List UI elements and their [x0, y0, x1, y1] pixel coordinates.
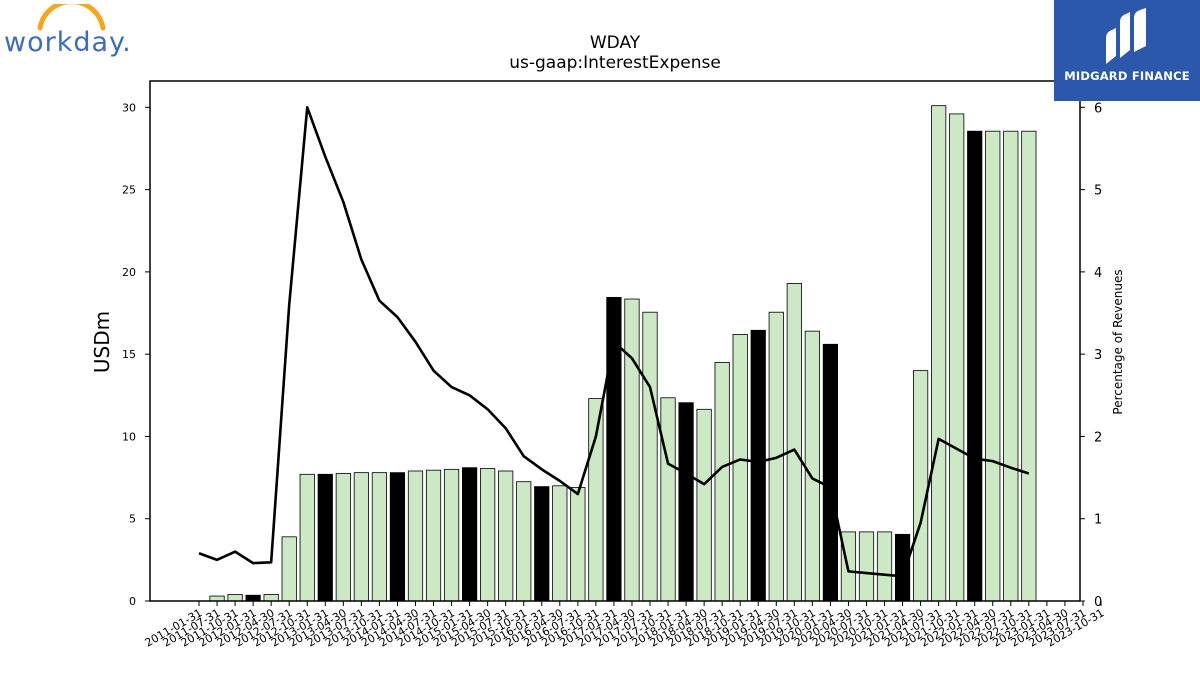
bar-2014-01-31 [389, 472, 406, 602]
y2-tick-label: 3 [1094, 348, 1102, 363]
y-tick-label: 25 [122, 184, 136, 197]
bar-2015-10-31 [516, 481, 532, 602]
y-tick-label: 0 [129, 595, 136, 608]
bar-2019-01-31 [750, 329, 766, 602]
midgard-finance-logo: MIDGARD FINANCE [1054, 0, 1200, 101]
bar-2018-10-31 [732, 334, 748, 602]
y-tick-label: 10 [122, 430, 136, 443]
y-tick-label: 20 [122, 266, 136, 279]
bar-2021-07-31 [931, 105, 947, 602]
y2-tick-label: 4 [1094, 266, 1102, 281]
secondary-y-axis-label: Percentage of Revenues [1111, 269, 1125, 414]
bar-2015-04-30 [480, 468, 496, 602]
x-axis-ticks: 2011-01-312011-07-312011-10-312012-01-31… [143, 601, 1107, 650]
chart-subtitle: us-gaap:InterestExpense [509, 53, 721, 73]
y-axis-ticks: 0 5 10 15 20 25 30 [122, 101, 150, 608]
bar-2019-07-31 [786, 283, 802, 602]
line-series [198, 106, 1030, 578]
bar-2016-10-31 [588, 398, 604, 602]
bar-2014-07-31 [425, 469, 442, 602]
bar-2022-04-30 [985, 130, 1001, 602]
y2-tick-label: 5 [1094, 184, 1102, 199]
bar-2018-01-31 [678, 402, 694, 602]
bar-2015-01-31 [461, 467, 478, 602]
bar-2012-10-31 [299, 473, 315, 602]
bar-2016-04-30 [552, 485, 568, 602]
bar-2022-07-31 [1003, 130, 1019, 602]
bar-2012-07-31 [281, 536, 297, 602]
axes [149, 80, 1081, 602]
percentage-of-revenues-line [198, 106, 1030, 578]
bar-2021-01-31 [894, 533, 911, 602]
bar-2018-07-31 [714, 361, 730, 602]
bar-2013-07-31 [353, 472, 369, 602]
y-tick-label: 30 [122, 101, 136, 114]
bar-2022-10-31 [1021, 130, 1037, 602]
bar-2013-01-31 [317, 473, 333, 602]
bar-2016-01-31 [534, 486, 550, 602]
bar-2021-10-31 [949, 113, 965, 602]
bar-2019-10-31 [804, 330, 820, 602]
bar-2016-07-31 [570, 487, 586, 602]
y-tick-label: 15 [122, 348, 136, 361]
y-axis-label: USDm [90, 311, 114, 373]
bar-2017-10-31 [660, 397, 676, 602]
y2-tick-label: 2 [1094, 430, 1102, 445]
bar-2011-10-31 [227, 594, 243, 602]
workday-logo-text: workday. [4, 27, 132, 58]
bar-2012-01-31 [245, 594, 261, 602]
plot-frame [149, 80, 1081, 602]
bar-2014-04-30 [407, 470, 424, 602]
bar-2020-07-31 [858, 531, 875, 602]
midgard-logo-text: MIDGARD FINANCE [1064, 69, 1190, 83]
midgard-logo-mark-icon [1106, 8, 1146, 64]
workday-logo-arc-icon: workday. [4, 0, 132, 58]
bar-2017-04-30 [624, 298, 640, 602]
bar-series [209, 105, 1037, 602]
bar-2021-04-30 [913, 370, 929, 602]
workday-logo: workday. [4, 0, 134, 60]
y2-tick-label: 1 [1094, 513, 1102, 528]
chart-title: WDAY [590, 33, 641, 53]
y2-tick-label: 0 [1094, 595, 1102, 610]
y-tick-label: 5 [129, 513, 136, 526]
bar-2020-10-31 [876, 531, 893, 602]
bar-2015-07-31 [498, 470, 514, 602]
bar-2014-10-31 [443, 468, 460, 602]
y2-tick-label: 6 [1094, 101, 1102, 116]
bar-2012-04-30 [263, 594, 279, 602]
bar-2018-04-30 [696, 408, 712, 602]
bar-2013-10-31 [371, 472, 388, 602]
bar-2020-01-31 [822, 343, 839, 602]
bar-2022-01-31 [967, 130, 983, 602]
bar-2013-04-30 [335, 473, 351, 602]
secondary-y-axis-ticks: 0 1 2 3 4 5 6 [1080, 101, 1102, 610]
bar-2017-07-31 [642, 311, 658, 602]
